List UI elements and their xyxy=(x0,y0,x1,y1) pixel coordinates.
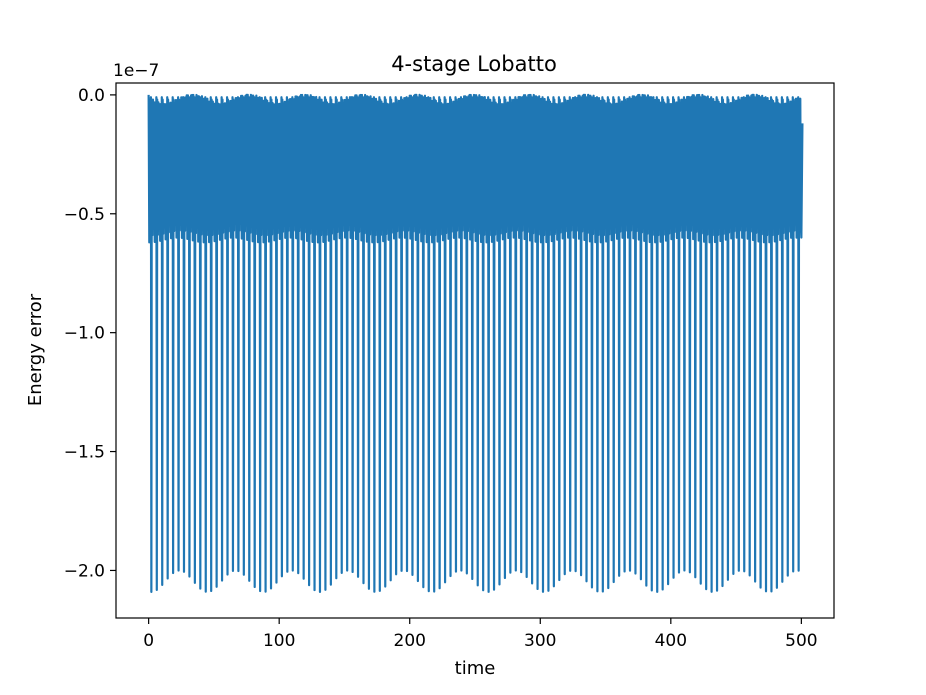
x-tick-label: 400 xyxy=(655,631,687,651)
x-tick-label: 500 xyxy=(785,631,817,651)
y-axis-label: Energy error xyxy=(25,293,46,406)
x-tick-label: 100 xyxy=(263,631,295,651)
x-axis: 0 100 200 300 400 500 xyxy=(143,618,818,651)
plot-frame xyxy=(115,82,835,619)
y-tick-label: 0.0 xyxy=(78,86,105,106)
series-line xyxy=(147,93,804,593)
y-tick-label: −2.0 xyxy=(64,561,105,581)
x-axis-label: time xyxy=(455,658,496,679)
x-tick-label: 0 xyxy=(143,631,154,651)
x-tick-label: 200 xyxy=(394,631,426,651)
x-tick-label: 300 xyxy=(524,631,556,651)
y-axis: 0.0 −0.5 −1.0 −1.5 −2.0 xyxy=(64,86,116,581)
plot-area xyxy=(147,93,804,593)
chart-title: 4-stage Lobatto xyxy=(391,52,557,76)
y-tick-label: −1.5 xyxy=(64,443,105,463)
y-tick-label: −0.5 xyxy=(64,205,105,225)
y-offset-text: 1e−7 xyxy=(113,61,159,81)
y-tick-label: −1.0 xyxy=(64,324,105,344)
